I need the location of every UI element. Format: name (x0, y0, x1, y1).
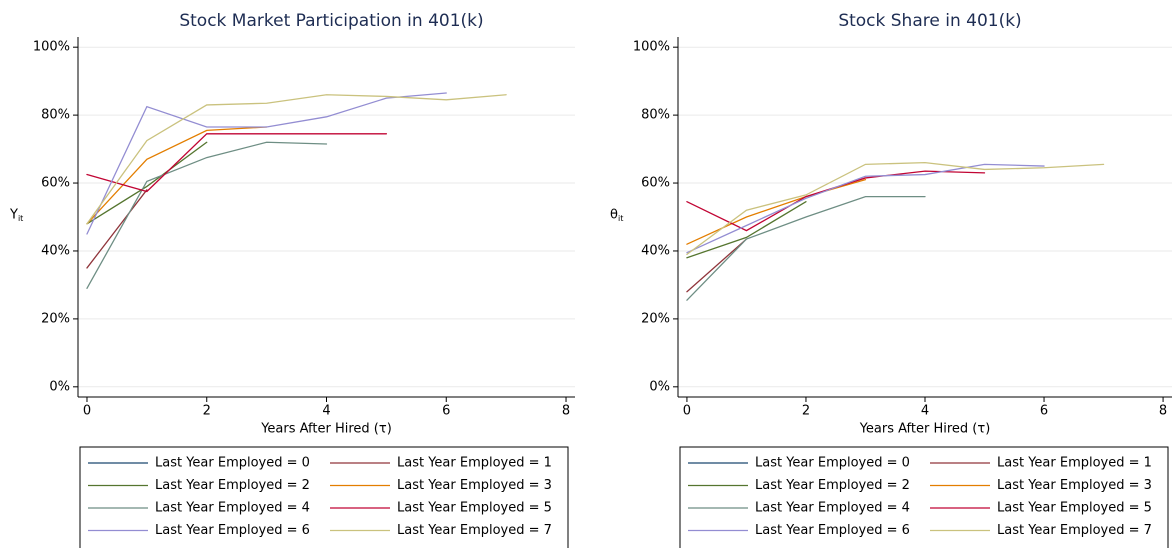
y-tick-label: 40% (641, 243, 670, 258)
x-axis-label: Years After Hired (τ) (260, 422, 392, 437)
y-axis-label: Yit (9, 208, 23, 223)
series-line (86, 141, 208, 225)
x-tick-label: 0 (683, 404, 691, 419)
y-axis-label-sub: it (618, 214, 623, 223)
legend-label: Last Year Employed = 2 (755, 478, 910, 493)
series-line (86, 133, 388, 193)
legend-label: Last Year Employed = 0 (155, 456, 310, 471)
x-tick-label: 8 (1159, 404, 1167, 419)
legend-label: Last Year Employed = 7 (997, 523, 1152, 538)
y-tick-label: 60% (41, 176, 70, 191)
x-tick-label: 4 (921, 404, 929, 419)
x-tick-label: 6 (1040, 404, 1048, 419)
y-axis-label-sub: it (18, 214, 23, 223)
series-line (86, 92, 447, 235)
legend-label: Last Year Employed = 5 (997, 501, 1152, 516)
x-tick-label: 6 (442, 404, 450, 419)
x-tick-label: 8 (562, 404, 570, 419)
chart-title: Stock Share in 401(k) (838, 11, 1021, 31)
series-line (686, 163, 1045, 254)
series-line (686, 201, 807, 259)
legend-label: Last Year Employed = 4 (755, 501, 910, 516)
series-line (686, 162, 1105, 256)
legend-label: Last Year Employed = 4 (155, 501, 310, 516)
legend-label: Last Year Employed = 7 (397, 523, 552, 538)
legend-label: Last Year Employed = 3 (397, 478, 552, 493)
x-tick-label: 0 (83, 404, 91, 419)
series-line (86, 126, 268, 225)
legend-box (79, 446, 569, 548)
series-line (86, 94, 507, 225)
x-tick-label: 4 (322, 404, 330, 419)
legend-label: Last Year Employed = 5 (397, 501, 552, 516)
legend-label: Last Year Employed = 6 (755, 523, 910, 538)
series-line (86, 141, 328, 289)
legend-label: Last Year Employed = 1 (997, 456, 1152, 471)
y-tick-label: 60% (641, 176, 670, 191)
legend-label: Last Year Employed = 6 (155, 523, 310, 538)
series-line (686, 238, 748, 293)
series-line (686, 178, 867, 245)
legend-label: Last Year Employed = 0 (755, 456, 910, 471)
y-tick-label: 40% (41, 243, 70, 258)
y-tick-label: 0% (49, 379, 70, 394)
legend-label: Last Year Employed = 3 (997, 478, 1152, 493)
x-tick-label: 2 (203, 404, 211, 419)
y-tick-label: 80% (641, 108, 670, 123)
y-tick-label: 100% (33, 40, 70, 55)
y-tick-label: 20% (41, 311, 70, 326)
chart-title: Stock Market Participation in 401(k) (179, 11, 483, 31)
y-tick-label: 100% (633, 40, 670, 55)
legend-box (679, 446, 1169, 548)
y-tick-label: 80% (41, 108, 70, 123)
legend-label: Last Year Employed = 2 (155, 478, 310, 493)
legend-label: Last Year Employed = 1 (397, 456, 552, 471)
x-tick-label: 2 (802, 404, 810, 419)
y-axis-label: θit (610, 208, 623, 223)
y-tick-label: 20% (641, 311, 670, 326)
y-tick-label: 0% (649, 379, 670, 394)
x-axis-label: Years After Hired (τ) (859, 422, 991, 437)
series-line (686, 195, 926, 301)
series-line (86, 189, 148, 269)
